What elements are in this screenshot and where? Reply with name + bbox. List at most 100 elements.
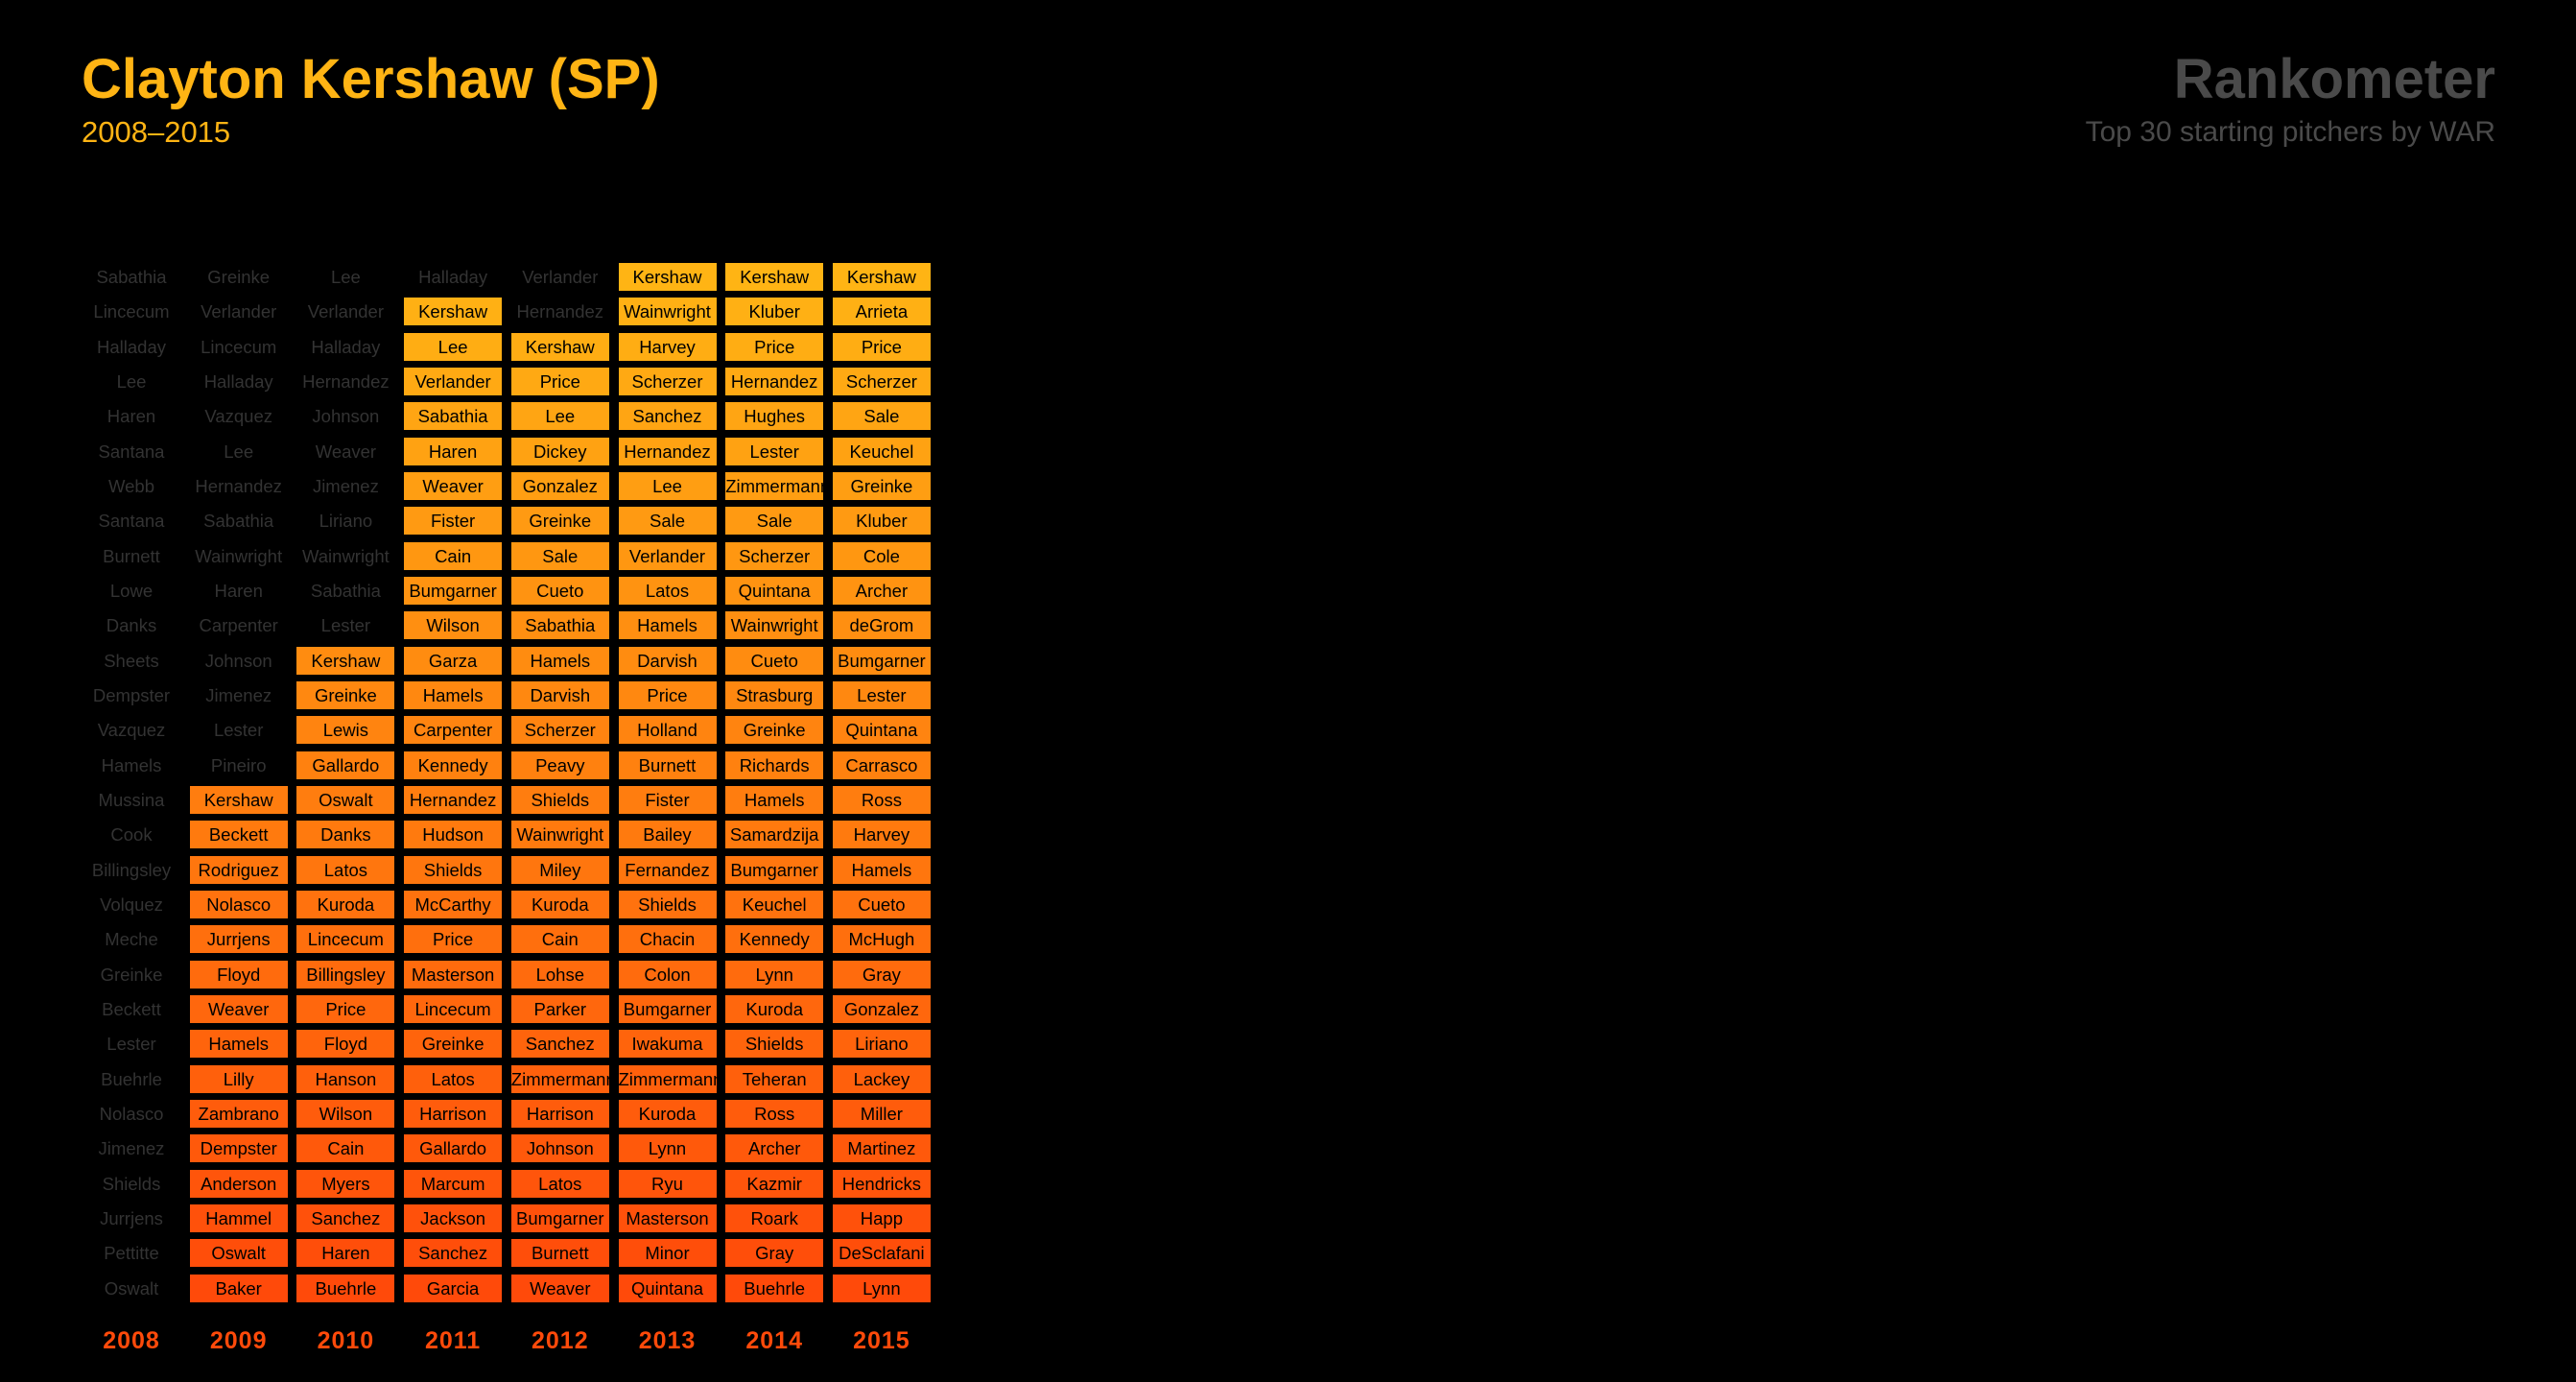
rank-cell: Billingsley: [91, 859, 172, 880]
rank-cell: Kershaw: [725, 263, 824, 291]
rank-cell: Haren: [106, 406, 156, 427]
rank-cell: Shields: [404, 855, 503, 884]
rank-cell: Greinke: [100, 964, 163, 985]
rank-cell: Danks: [296, 821, 395, 849]
rank-cell: Kershaw: [832, 263, 931, 291]
rank-cell: Lester: [832, 680, 931, 709]
rank-cell: Lincecum: [201, 336, 277, 357]
year-label: 2013: [638, 1327, 697, 1354]
rank-cell: Kuroda: [296, 890, 395, 918]
rank-cell: Roark: [725, 1203, 824, 1232]
rank-cell: Kluber: [832, 507, 931, 536]
rank-cell: Dempster: [189, 1134, 288, 1163]
rank-cell: Lewis: [296, 716, 395, 745]
rank-cell: Hamels: [832, 855, 931, 884]
rank-cell: Hamels: [510, 646, 609, 675]
rank-cell: Hamels: [189, 1030, 288, 1059]
rank-cell: Lester: [106, 1034, 156, 1055]
rank-cell: Hamels: [404, 680, 503, 709]
rank-cell: Shields: [618, 890, 717, 918]
rank-cell: Floyd: [296, 1030, 395, 1059]
rank-cell: Verlander: [404, 367, 503, 395]
chart-title: Clayton Kershaw (SP): [82, 48, 660, 110]
rank-cell: Lohse: [510, 960, 609, 989]
rank-cell: Kennedy: [404, 751, 503, 779]
rank-cell: Lee: [510, 402, 609, 431]
rank-cell: Wainwright: [618, 298, 717, 326]
rank-cell: Latos: [510, 1169, 609, 1198]
rank-cell: Iwakuma: [618, 1030, 717, 1059]
rank-cell: Pineiro: [210, 754, 267, 775]
rank-cell: Holland: [618, 716, 717, 745]
rank-cell: Kuroda: [618, 1099, 717, 1128]
rank-cell: Kennedy: [725, 925, 824, 954]
rank-cell: Billingsley: [296, 960, 395, 989]
rank-cell: Halladay: [311, 336, 381, 357]
rank-cell: Baker: [189, 1274, 288, 1302]
rank-cell: Wainwright: [725, 611, 824, 640]
rank-cell: Weaver: [404, 471, 503, 500]
rank-cell: Scherzer: [725, 541, 824, 570]
rank-cell: Oswalt: [104, 1277, 159, 1299]
rank-cell: Sale: [618, 507, 717, 536]
rank-cell: Dickey: [510, 437, 609, 465]
rank-cell: Bailey: [618, 821, 717, 849]
rank-cell: Halladay: [97, 336, 166, 357]
rank-cell: Lee: [404, 332, 503, 361]
rank-cell: Sanchez: [296, 1203, 395, 1232]
rank-cell: Gray: [832, 960, 931, 989]
rank-cell: Zimmermann: [725, 471, 824, 500]
rank-cell: Scherzer: [510, 716, 609, 745]
rank-cell: Buehrle: [101, 1068, 162, 1089]
rank-cell: Scherzer: [618, 367, 717, 395]
rank-cell: Mussina: [98, 789, 165, 810]
rank-cell: Rodriguez: [189, 855, 288, 884]
rank-cell: Price: [296, 994, 395, 1023]
rank-cell: Jurrjens: [100, 1207, 163, 1228]
rank-cell: Quintana: [832, 716, 931, 745]
rank-cell: Cueto: [725, 646, 824, 675]
rank-cell: McCarthy: [404, 890, 503, 918]
rank-cell: Sanchez: [404, 1239, 503, 1268]
rank-cell: Jimenez: [98, 1138, 165, 1159]
rank-cell: Zimmermann: [510, 1064, 609, 1093]
rank-cell: Miley: [510, 855, 609, 884]
rank-cell: Pettitte: [104, 1243, 159, 1264]
rank-cell: Sabathia: [203, 511, 274, 532]
rank-cell: Wainwright: [301, 545, 390, 566]
rank-cell: Shields: [510, 785, 609, 814]
rank-cell: Johnson: [204, 650, 272, 671]
rank-cell: Verlander: [201, 301, 277, 322]
rank-cell: Hernandez: [302, 370, 390, 392]
rank-cell: Happ: [832, 1203, 931, 1232]
rank-cell: Buehrle: [296, 1274, 395, 1302]
rank-cell: Hamels: [725, 785, 824, 814]
rank-cell: Harvey: [618, 332, 717, 361]
rank-cell: Kuroda: [510, 890, 609, 918]
rank-cell: Samardzija: [725, 821, 824, 849]
rank-cell: Hamels: [101, 754, 162, 775]
rank-cell: Lester: [320, 615, 371, 636]
rank-cell: Lilly: [189, 1064, 288, 1093]
rank-cell: Marcum: [404, 1169, 503, 1198]
rank-cell: Carrasco: [832, 751, 931, 779]
rank-cell: Sale: [832, 402, 931, 431]
rank-cell: Hudson: [404, 821, 503, 849]
rank-cell: Price: [618, 680, 717, 709]
rank-cell: Lee: [116, 370, 147, 392]
rank-cell: Beckett: [102, 998, 161, 1019]
rank-cell: Haren: [404, 437, 503, 465]
rank-cell: Cole: [832, 541, 931, 570]
rank-cell: Liriano: [319, 511, 373, 532]
brand-logo-text: Rankometer: [2173, 48, 2495, 110]
rank-cell: Gallardo: [404, 1134, 503, 1163]
rank-cell: Zambrano: [189, 1099, 288, 1128]
rank-cell: Cook: [110, 824, 153, 846]
rank-cell: Keuchel: [832, 437, 931, 465]
rank-cell: Cueto: [510, 576, 609, 605]
rank-cell: Gonzalez: [832, 994, 931, 1023]
rank-cell: Sanchez: [618, 402, 717, 431]
brand-tagline: Top 30 starting pitchers by WAR: [2085, 116, 2495, 148]
rank-cell: deGrom: [832, 611, 931, 640]
rank-cell: Jackson: [404, 1203, 503, 1232]
